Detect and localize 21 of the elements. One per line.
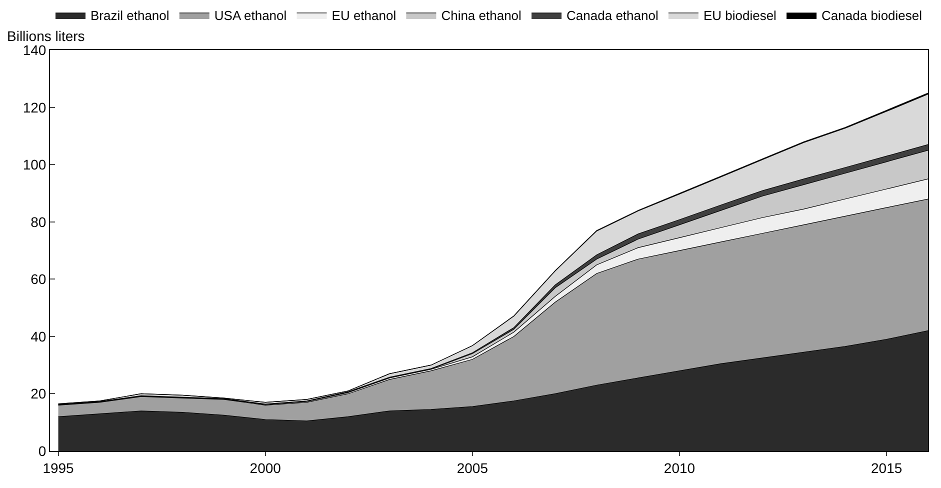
x-tick-label: 2005 xyxy=(456,460,488,476)
y-tick-label: 120 xyxy=(22,99,46,116)
x-tick-label: 2015 xyxy=(871,460,902,476)
y-tick-label: 20 xyxy=(30,386,46,402)
x-tick-label: 2010 xyxy=(664,460,696,476)
y-tick-label: 80 xyxy=(30,214,46,230)
y-axis-title: Billions liters xyxy=(7,28,85,44)
y-tick-label: 40 xyxy=(30,328,46,344)
legend-label: USA ethanol xyxy=(214,8,287,24)
x-tick-label: 2000 xyxy=(250,460,282,476)
legend-label: EU biodiesel xyxy=(703,8,777,24)
legend-label: Canada biodiesel xyxy=(822,8,922,24)
y-tick-label: 0 xyxy=(38,442,46,459)
legend-label: EU ethanol xyxy=(332,8,396,24)
y-tick-label: 140 xyxy=(22,42,46,58)
legend-label: Brazil ethanol xyxy=(90,8,170,24)
y-tick-label: 100 xyxy=(22,156,46,173)
legend-label: Canada ethanol xyxy=(566,8,658,24)
legend-label: China ethanol xyxy=(441,8,522,24)
y-tick-label: 60 xyxy=(30,271,46,288)
x-tick-label: 1995 xyxy=(42,460,74,476)
